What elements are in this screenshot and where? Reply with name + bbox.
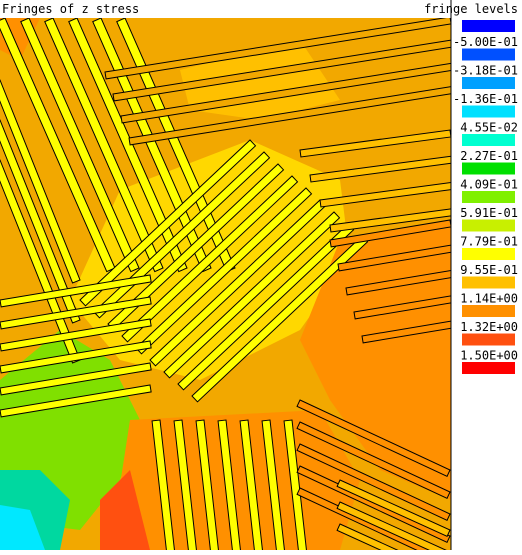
stripe [163,211,341,379]
stripe [0,362,152,396]
stripe [217,419,241,550]
legend-label: 1.50E+00 [460,349,518,363]
stripe [296,399,451,478]
stripe [0,18,116,273]
legend-swatch [462,162,515,175]
stripe [93,151,271,319]
stripe [121,175,299,343]
stripe [0,318,152,352]
legend-label: 9.55E-01 [460,263,518,277]
legend-label: -1.36E-01 [453,92,518,106]
legend-label: -3.18E-01 [453,64,518,78]
legend-label: 1.14E+00 [460,292,518,306]
stripe [44,18,164,273]
stripe [336,479,451,538]
legend-label: 4.55E-02 [460,121,518,135]
stripe [239,419,263,550]
legend-swatch [462,191,515,203]
stripe [195,419,219,550]
stripe [283,419,307,550]
stripe [20,18,140,273]
legend-label: 2.27E-01 [460,149,518,163]
stripe [120,62,451,124]
stripe [0,79,81,284]
grain-stripes [0,18,451,550]
stripe [336,523,399,550]
stripe [336,501,447,550]
stripe [296,421,451,500]
stripe [329,208,451,233]
stripe [361,320,451,344]
legend-swatch [462,276,515,289]
stripe [173,419,197,550]
legend-swatch [462,362,515,374]
legend-swatch [462,134,515,146]
stripe [112,39,451,102]
stripe [0,384,152,418]
stripe [319,182,451,208]
legend-swatch [462,219,515,232]
stripe [191,235,369,403]
legend-swatch [462,305,515,317]
legend-label: 1.32E+00 [460,320,518,334]
stripe [261,419,285,550]
stripe [79,139,257,307]
stripe [0,296,152,330]
region-red-orange [100,470,150,550]
legend-swatch [462,248,515,260]
legend-swatch [462,77,515,89]
region-cyan [0,505,45,550]
stripe [309,155,451,183]
stripe [0,274,152,308]
legend-swatch [462,333,515,346]
stripe [151,419,175,550]
plot-title: Fringes of z stress [2,2,139,16]
stripe [296,443,451,522]
region-orange [300,220,451,500]
legend-label: 5.91E-01 [460,206,518,220]
stripe [128,86,451,146]
legend: -5.00E-01 -3.18E-01 -1.36E-01 4.55E-02 2.27E… [453,20,518,374]
stripe [104,18,451,80]
legend-label: 7.79E-01 [460,235,518,249]
stripe [329,219,451,248]
stripe [135,187,313,355]
stripe [0,340,152,374]
stripe [337,244,451,272]
fringe-plot [0,18,451,550]
stripe [68,18,188,273]
legend-swatch [462,20,515,32]
stripe [345,269,451,296]
stripe [353,295,451,320]
legend-swatch [462,48,515,61]
legend-label: -5.00E-01 [453,35,518,49]
legend-label: 4.09E-01 [460,178,518,192]
stripe [177,223,355,391]
stripe [0,119,81,324]
legend-heading: fringe levels [424,2,518,16]
legend-swatch [462,105,515,118]
